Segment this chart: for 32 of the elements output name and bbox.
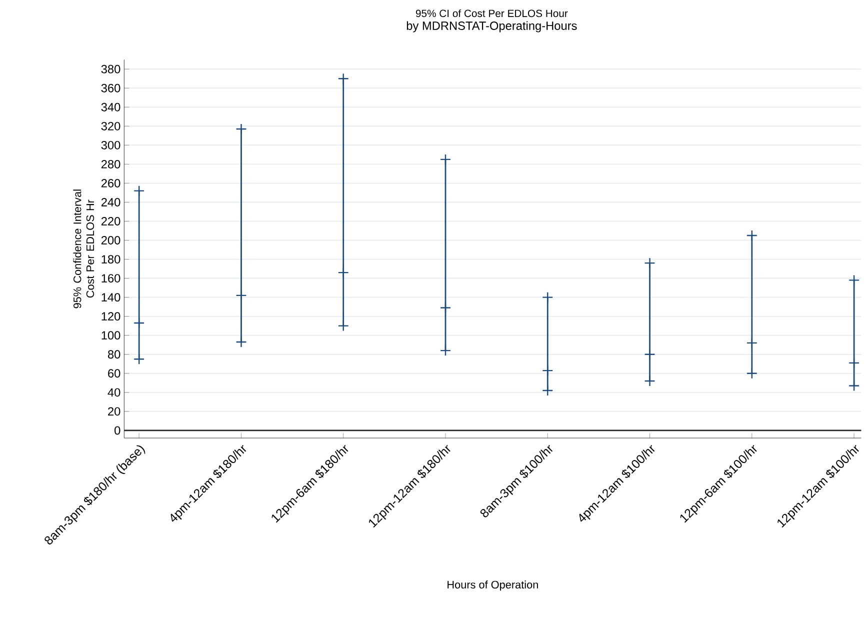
y-tick-label: 360 xyxy=(101,84,120,92)
y-tick-label: 60 xyxy=(108,369,120,378)
y-tick-label: 380 xyxy=(101,65,120,74)
point xyxy=(134,318,145,329)
chart-title: 95% CI of Cost Per EDLOS Hour xyxy=(416,10,568,18)
x-axis-title: Hours of Operation xyxy=(448,580,538,591)
chart-subtitle: by MDRNSTAT-Operating-Hours xyxy=(406,21,577,32)
y-tick-label: 320 xyxy=(101,122,120,130)
y-tick-label: 180 xyxy=(102,255,120,264)
y-axis-title: 95% Confidence Interval Cost Per EDLOS Hr xyxy=(73,190,94,308)
point xyxy=(236,290,247,302)
y-tick-label: 220 xyxy=(101,217,120,226)
y-tick-label: 160 xyxy=(102,274,120,283)
y-tick-label: 340 xyxy=(101,103,120,112)
y-tick-label: 300 xyxy=(101,141,120,150)
y-tick-label: 260 xyxy=(101,179,120,188)
point xyxy=(440,302,452,314)
y-tick-label: 280 xyxy=(101,160,120,168)
y-tick-label: 20 xyxy=(108,407,120,416)
y-tick-label: 120 xyxy=(102,312,120,321)
y-tick-label: 200 xyxy=(101,236,120,245)
point xyxy=(542,365,554,376)
y-tick-label: 100 xyxy=(102,331,120,340)
y-tick-label: 140 xyxy=(102,293,120,302)
point xyxy=(644,348,656,360)
point xyxy=(338,267,349,278)
y-tick-label: 40 xyxy=(108,388,120,397)
y-tick-label: 80 xyxy=(108,350,120,359)
point xyxy=(848,357,860,369)
y-tick-label: 0 xyxy=(114,426,120,435)
point xyxy=(746,338,758,349)
y-tick-label: 240 xyxy=(101,198,120,207)
